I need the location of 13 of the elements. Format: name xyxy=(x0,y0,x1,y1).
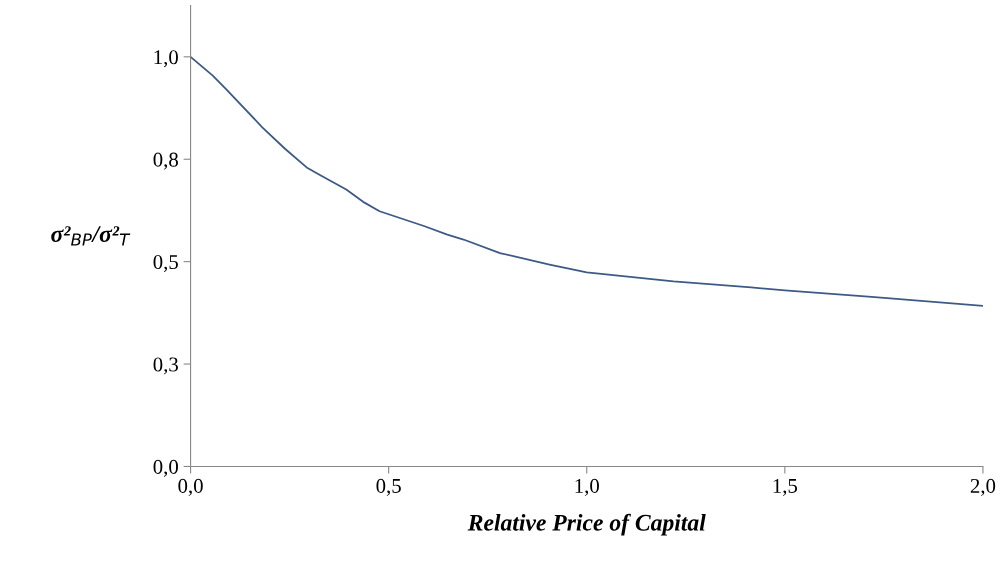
x-tick-label: 2,0 xyxy=(970,478,996,496)
x-tick-label: 1,5 xyxy=(773,478,798,496)
x-tick-label: 0,5 xyxy=(376,478,401,496)
x-tick-label: 1,0 xyxy=(575,478,599,496)
y-axis-title: σ²$_{BP}$/σ²$_{T}$ xyxy=(51,226,131,246)
y-tick-label: 0,5 xyxy=(153,255,178,273)
line-series xyxy=(190,55,983,307)
y-tick-label: 0,8 xyxy=(153,152,178,170)
x-axis-title: Relative Price of Capital xyxy=(467,513,706,536)
y-tick-label: 0,3 xyxy=(153,357,178,375)
x-tick-label: 0,0 xyxy=(178,478,203,496)
y-tick-label: 1,0 xyxy=(154,50,178,68)
y-tick-label: 0,0 xyxy=(153,459,178,477)
